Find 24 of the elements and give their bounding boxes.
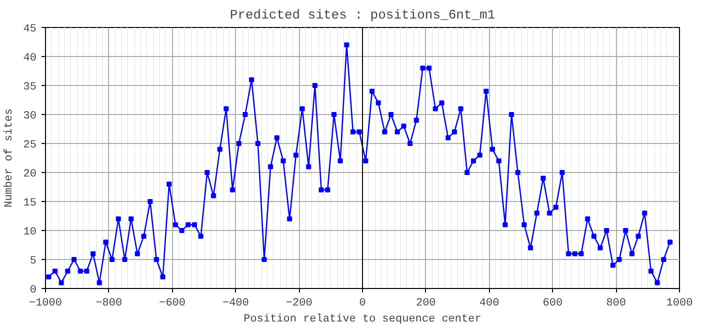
x-tick-label: 400 [479, 298, 500, 310]
x-axis-title: Position relative to sequence center [244, 314, 482, 326]
y-tick-label: 0 [30, 284, 37, 296]
y-tick-label: 20 [23, 168, 36, 180]
x-tick-label: −600 [159, 298, 186, 310]
y-tick-label: 25 [23, 140, 36, 152]
y-tick-label: 30 [23, 110, 36, 122]
x-tick-label: −1000 [28, 298, 62, 310]
y-tick-label: 15 [23, 198, 36, 210]
x-tick-label: −800 [96, 298, 122, 310]
y-tick-label: 45 [23, 24, 36, 36]
y-tick-label: 35 [23, 82, 36, 94]
y-axis-title: Number of sites [3, 108, 16, 208]
x-tick-label: 600 [542, 298, 563, 310]
x-tick-label: 0 [359, 298, 366, 310]
x-tick-label: −200 [286, 298, 312, 310]
y-tick-label: 40 [23, 52, 36, 64]
y-tick-label: 10 [23, 226, 36, 238]
y-tick-label: 5 [30, 256, 37, 268]
x-tick-label: 800 [606, 298, 626, 310]
x-tick-label: 1000 [666, 298, 693, 310]
x-tick-label: −400 [222, 298, 249, 310]
x-tick-label: 200 [416, 298, 436, 310]
chart-title: Predicted sites : positions_6nt_m1 [230, 8, 496, 22]
